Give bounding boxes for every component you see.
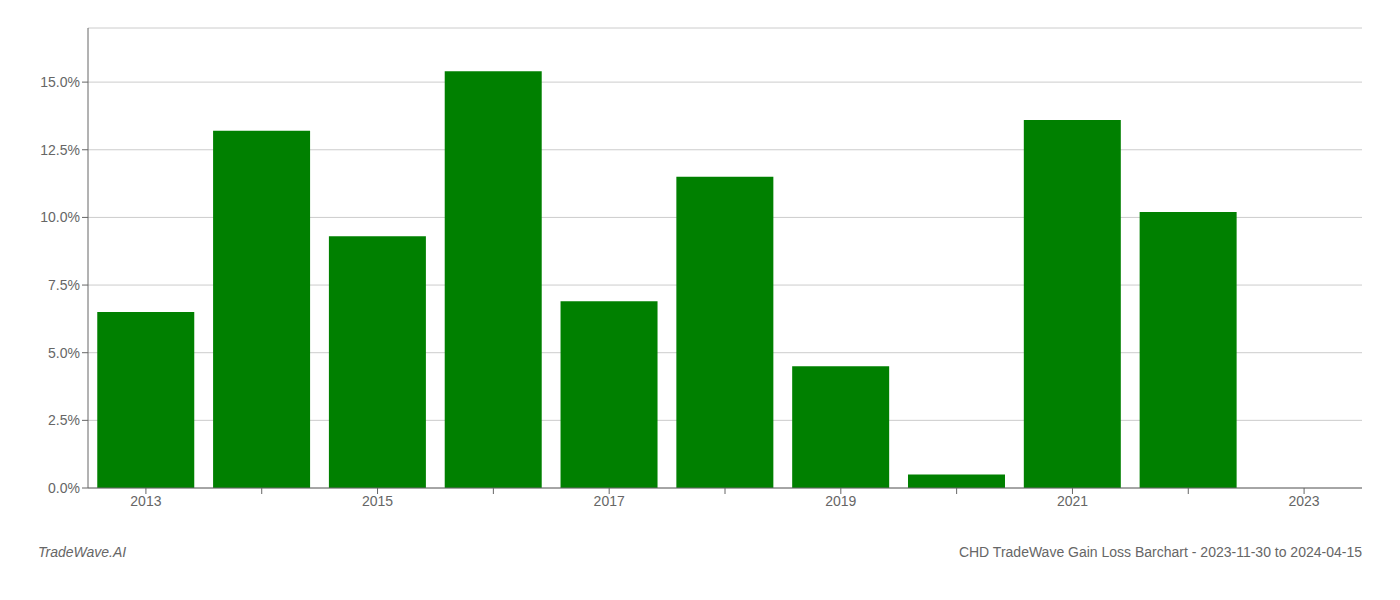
- svg-text:12.5%: 12.5%: [40, 142, 80, 158]
- svg-text:15.0%: 15.0%: [40, 74, 80, 90]
- svg-text:0.0%: 0.0%: [48, 480, 80, 496]
- svg-text:10.0%: 10.0%: [40, 209, 80, 225]
- svg-text:2.5%: 2.5%: [48, 412, 80, 428]
- svg-text:7.5%: 7.5%: [48, 277, 80, 293]
- html-text:CHD TradeWave Gain Loss Barcha: CHD TradeWave Gain Loss Barchart - 2023-…: [958, 544, 1362, 560]
- svg-text:2019: 2019: [825, 493, 856, 509]
- svg-text:2021: 2021: [1057, 493, 1088, 509]
- svg-text:2017: 2017: [594, 493, 625, 509]
- html-text:TradeWave.AI: TradeWave.AI: [38, 544, 127, 560]
- svg-text:2013: 2013: [130, 493, 161, 509]
- svg-text:2023: 2023: [1289, 493, 1320, 509]
- svg-text:5.0%: 5.0%: [48, 345, 80, 361]
- svg-text:2015: 2015: [362, 493, 393, 509]
